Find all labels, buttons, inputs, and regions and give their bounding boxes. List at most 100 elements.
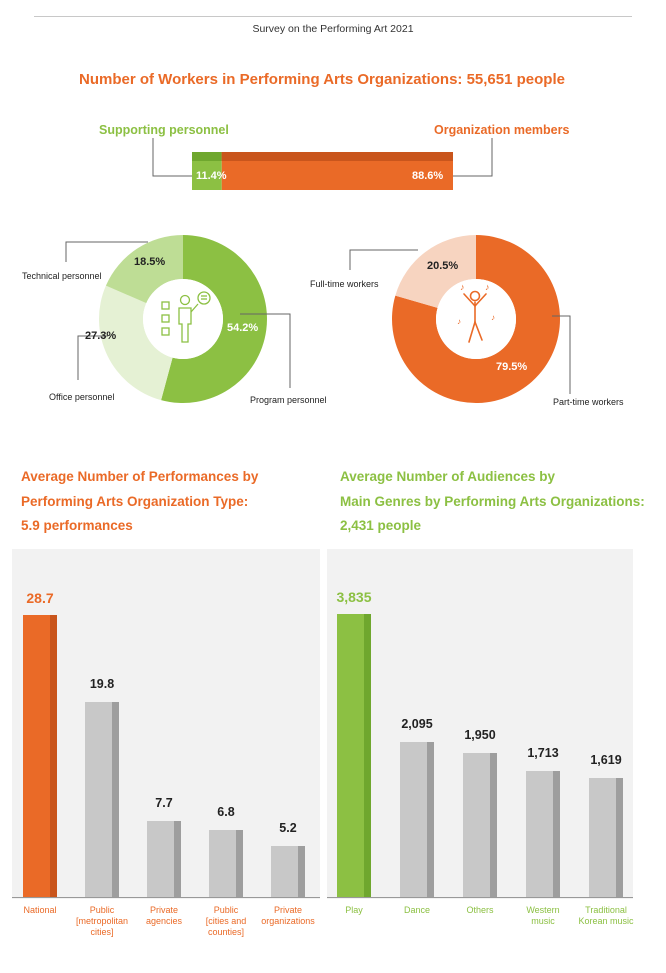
performances-category-line: National: [23, 905, 57, 915]
audiences-category-label-1: Dance: [377, 905, 457, 916]
employment-donut-slice-1: [395, 235, 476, 308]
supporting-personnel-label: Supporting personnel: [99, 123, 229, 137]
performances-value-label-3: 6.8: [217, 805, 235, 820]
workers-bar-segment-top-0: [192, 152, 222, 161]
audiences-value-label-4: 1,619: [590, 752, 622, 767]
svg-text:♪: ♪: [485, 282, 490, 292]
audiences-category-label-4: Traditional Korean music: [566, 905, 646, 927]
performances-category-label-4: Private organizations: [248, 905, 328, 927]
performances-title-line-1: Average Number of Performances by: [21, 469, 259, 484]
performances-category-line: Private: [273, 905, 302, 915]
parttime-workers-label: Part-time workers: [553, 397, 624, 407]
organization-members-label: Organization members: [434, 123, 570, 137]
performances-value-label-1: 19.8: [89, 677, 115, 692]
parttime-leader-line: [552, 315, 571, 394]
audiences-title-line-2: Main Genres by Performing Arts Organizat…: [340, 493, 645, 509]
program-pct: 54.2%: [227, 322, 259, 334]
audiences-value-label-3: 1,713: [527, 745, 559, 760]
office-leader-line: [77, 335, 108, 380]
audiences-bar-3: [526, 770, 553, 897]
audiences-bar-0: [337, 614, 364, 897]
performances-bar-0: [23, 614, 50, 897]
audiences-bar-shade-2: [490, 753, 497, 897]
svg-text:♪: ♪: [457, 317, 461, 326]
parttime-pct: 79.5%: [496, 361, 528, 373]
performances-bar-3: [209, 830, 236, 897]
performances-category-line: organizations: [261, 916, 315, 926]
program-leader-line: [240, 313, 291, 388]
audiences-bar-1: [400, 742, 427, 897]
performances-bar-shade-4: [298, 845, 305, 897]
audiences-bar-4: [589, 777, 616, 897]
svg-text:♪: ♪: [460, 282, 465, 292]
audiences-category-line: Traditional: [585, 905, 627, 915]
audiences-category-label-2: Others: [440, 905, 520, 916]
performances-category-line: Public: [213, 905, 239, 915]
employment-donut-chart: ♪ ♪ ♪ ♪: [349, 235, 571, 403]
performances-category-line: agencies: [145, 916, 183, 926]
audiences-category-line: Korean music: [578, 916, 634, 926]
personnel-donut-hole: [143, 279, 223, 359]
personnel-donut-chart: [65, 235, 291, 403]
svg-text:♪: ♪: [491, 313, 495, 322]
performances-category-line: cities]: [90, 927, 114, 937]
performances-category-label-0: National: [0, 905, 80, 916]
performances-bar-shade-3: [236, 830, 243, 897]
audiences-category-label-3: Western music: [503, 905, 583, 927]
audiences-category-line: Dance: [403, 905, 430, 915]
audiences-category-line: Others: [466, 905, 494, 915]
performances-baseline: [12, 897, 320, 898]
personnel-donut-slice-1: [99, 285, 173, 401]
employment-donut-hole: [436, 279, 516, 359]
audiences-value-label-1: 2,095: [401, 717, 433, 732]
dancer-icon: ♪ ♪ ♪ ♪: [457, 282, 495, 343]
audiences-title-line-3: 2,431 people: [340, 518, 422, 533]
workers-bar-segment-top-1: [221, 152, 453, 161]
performances-title-line-3: 5.9 performances: [21, 518, 133, 533]
audiences-bar-shade-3: [553, 770, 560, 897]
audiences-bar-2: [463, 753, 490, 897]
personnel-donut-slice-2: [105, 235, 183, 304]
supporting-pct: 11.4%: [196, 170, 227, 182]
audiences-category-line: music: [531, 916, 555, 926]
header-rule: [34, 16, 632, 17]
members-leader-line: [453, 138, 493, 177]
performances-category-line: Private: [149, 905, 178, 915]
performances-bar-shade-2: [174, 821, 181, 897]
performances-category-label-2: Private agencies: [124, 905, 204, 927]
personnel-donut-slice-0: [161, 235, 267, 403]
performances-category-line: [metropolitan: [75, 916, 129, 926]
performances-bar-shade-1: [112, 702, 119, 897]
program-personnel-label: Program personnel: [250, 395, 327, 405]
performances-bar-2: [147, 821, 174, 897]
fulltime-pct: 20.5%: [427, 260, 459, 272]
audiences-value-label-2: 1,950: [464, 728, 496, 743]
technical-personnel-label: Technical personnel: [22, 271, 102, 281]
employment-donut-slice-0: [392, 235, 560, 403]
audiences-bar-shade-1: [427, 742, 434, 897]
performances-title-line-2: Performing Arts Organization Type:: [21, 493, 249, 509]
supporting-leader-line: [152, 138, 192, 177]
office-pct: 27.3%: [85, 330, 117, 342]
audiences-title-line-1: Average Number of Audiences by: [340, 469, 556, 484]
audiences-value-label-0: 3,835: [336, 589, 372, 606]
performances-bar-1: [85, 702, 112, 897]
workers-stacked-bar: [152, 138, 493, 190]
audiences-category-label-0: Play: [314, 905, 394, 916]
performances-category-line: Public: [89, 905, 115, 915]
survey-title: Survey on the Performing Art 2021: [252, 23, 414, 35]
audiences-title: Average Number of Audiences by Main Genr…: [340, 465, 645, 539]
technical-pct: 18.5%: [134, 256, 166, 268]
members-pct: 88.6%: [412, 170, 444, 182]
fulltime-leader-line: [349, 249, 418, 270]
performances-value-label-2: 7.7: [155, 796, 173, 811]
technical-leader-line: [65, 241, 148, 262]
performances-value-label-0: 28.7: [26, 589, 54, 606]
audiences-bar-shade-0: [364, 614, 371, 897]
audiences-bar-shade-4: [616, 777, 623, 897]
performances-category-line: [cities and: [205, 916, 247, 926]
performances-category-label-3: Public [cities and counties]: [186, 905, 266, 938]
audiences-category-line: Western: [526, 905, 560, 915]
performances-value-label-4: 5.2: [279, 820, 297, 835]
office-personnel-label: Office personnel: [49, 392, 115, 402]
